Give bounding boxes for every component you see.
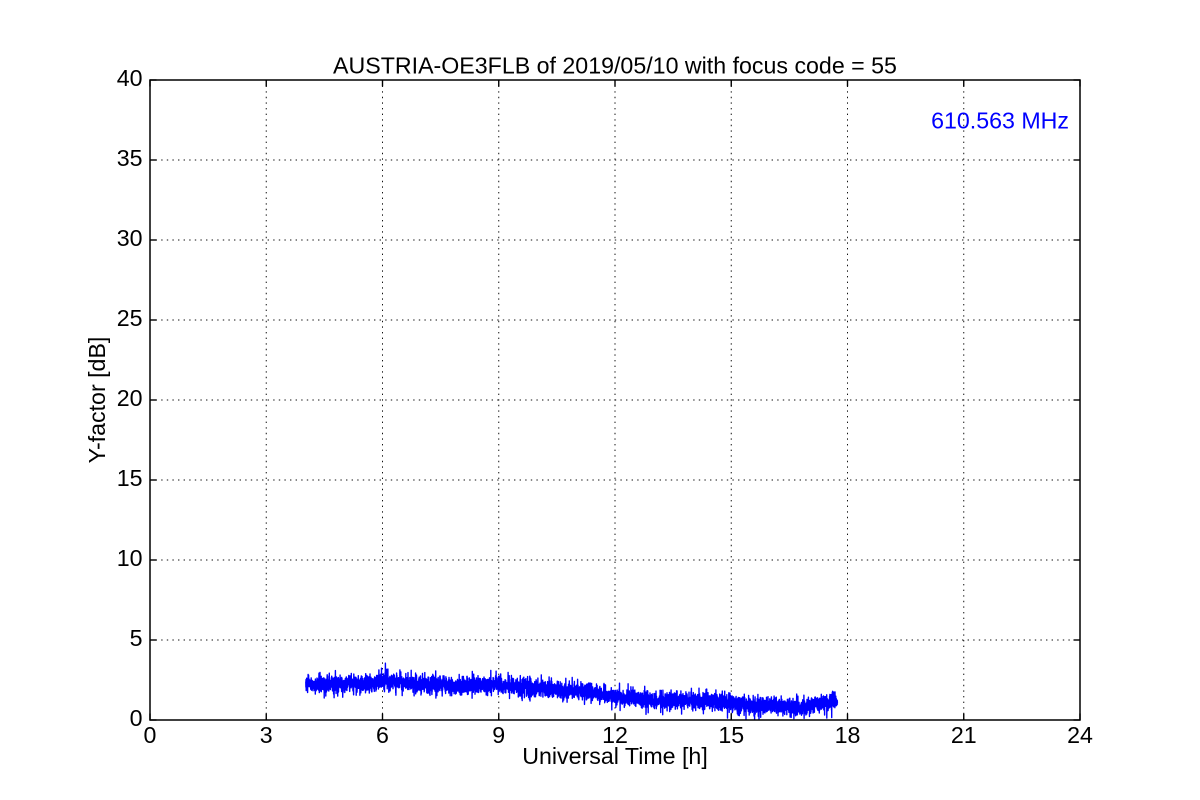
svg-text:21: 21 xyxy=(951,722,977,748)
svg-text:5: 5 xyxy=(130,625,143,651)
svg-text:AUSTRIA-OE3FLB of 2019/05/10 w: AUSTRIA-OE3FLB of 2019/05/10 with focus … xyxy=(333,53,897,79)
svg-text:0: 0 xyxy=(144,722,157,748)
svg-text:Y-factor [dB]: Y-factor [dB] xyxy=(84,337,110,464)
svg-text:24: 24 xyxy=(1067,722,1093,748)
svg-text:35: 35 xyxy=(117,145,143,171)
svg-text:15: 15 xyxy=(718,722,744,748)
svg-text:12: 12 xyxy=(602,722,628,748)
svg-text:610.563 MHz: 610.563 MHz xyxy=(931,108,1069,134)
svg-text:10: 10 xyxy=(117,545,143,571)
svg-text:Universal Time [h]: Universal Time [h] xyxy=(522,743,708,769)
svg-text:18: 18 xyxy=(835,722,861,748)
svg-text:9: 9 xyxy=(492,722,505,748)
svg-text:30: 30 xyxy=(117,225,143,251)
svg-text:0: 0 xyxy=(130,705,143,731)
svg-text:25: 25 xyxy=(117,305,143,331)
svg-text:15: 15 xyxy=(117,465,143,491)
svg-text:6: 6 xyxy=(376,722,389,748)
svg-text:40: 40 xyxy=(117,65,143,91)
svg-text:20: 20 xyxy=(117,385,143,411)
svg-text:3: 3 xyxy=(260,722,273,748)
